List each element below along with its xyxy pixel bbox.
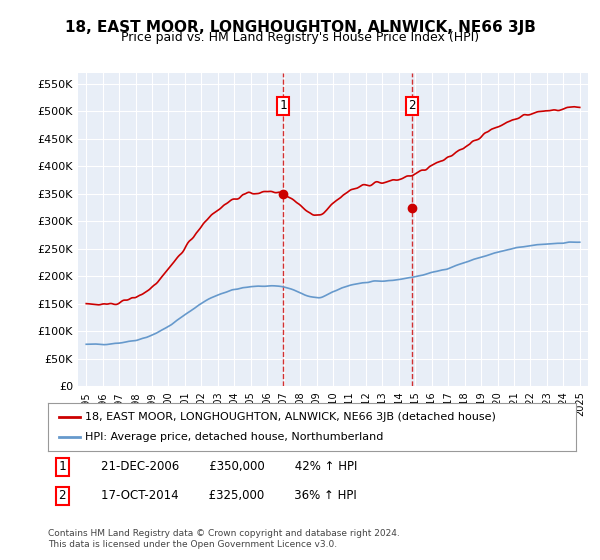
Text: Price paid vs. HM Land Registry's House Price Index (HPI): Price paid vs. HM Land Registry's House …	[121, 31, 479, 44]
Text: 2: 2	[408, 99, 416, 113]
Text: 17-OCT-2014        £325,000        36% ↑ HPI: 17-OCT-2014 £325,000 36% ↑ HPI	[101, 489, 356, 502]
Text: 18, EAST MOOR, LONGHOUGHTON, ALNWICK, NE66 3JB (detached house): 18, EAST MOOR, LONGHOUGHTON, ALNWICK, NE…	[85, 412, 496, 422]
Text: HPI: Average price, detached house, Northumberland: HPI: Average price, detached house, Nort…	[85, 432, 383, 442]
Text: 2: 2	[59, 489, 66, 502]
Text: 21-DEC-2006        £350,000        42% ↑ HPI: 21-DEC-2006 £350,000 42% ↑ HPI	[101, 460, 357, 473]
Text: 1: 1	[280, 99, 287, 113]
Text: 1: 1	[59, 460, 66, 473]
Text: Contains HM Land Registry data © Crown copyright and database right 2024.
This d: Contains HM Land Registry data © Crown c…	[48, 529, 400, 549]
Text: 18, EAST MOOR, LONGHOUGHTON, ALNWICK, NE66 3JB: 18, EAST MOOR, LONGHOUGHTON, ALNWICK, NE…	[65, 20, 535, 35]
